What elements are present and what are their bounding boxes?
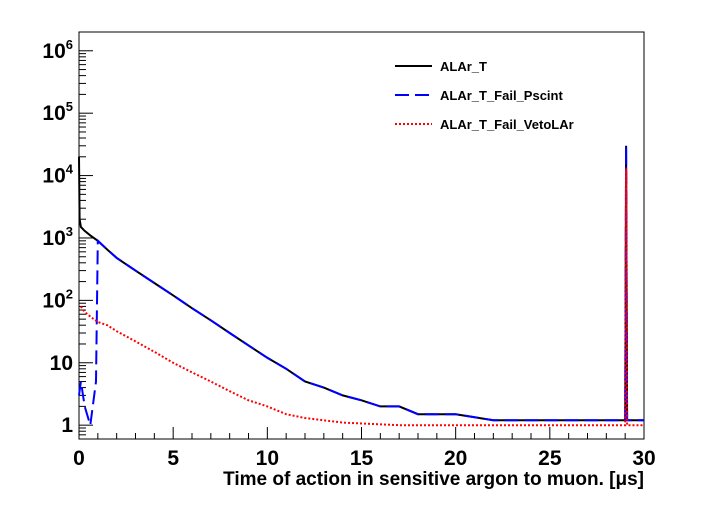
y-tick-label: 104 [42,162,73,188]
y-tick-label: 103 [42,224,73,250]
series-line-2 [78,145,644,426]
tick-labels: 0 5 10 15 20 25 30 1 10 102 103 104 105 106 [42,37,655,470]
x-tick-label: 25 [538,447,562,470]
x-tick-label: 10 [256,447,279,470]
y-tick-label: 105 [42,99,73,125]
series-layer [78,145,644,427]
series-line-3 [80,168,644,427]
x-tick-label: 0 [73,447,85,470]
x-tick-label: 15 [350,447,374,470]
x-axis-title: Time of action in sensitive argon to muo… [223,469,644,490]
y-tick-label: 1 [61,414,73,437]
y-tick-label: 10 [50,352,73,375]
x-tick-label: 20 [444,447,467,470]
legend-label: ALAr_T_Fail_Pscint [440,88,563,103]
legend: ALAr_T ALAr_T_Fail_Pscint ALAr_T_Fail_Veto… [395,59,574,132]
y-tick-label: 102 [42,286,73,312]
legend-label: ALAr_T_Fail_VetoLAr [440,117,574,132]
y-tick-label: 106 [42,37,73,63]
x-tick-label: 5 [167,447,179,470]
series-line-1 [78,145,644,422]
legend-label: ALAr_T [440,59,487,74]
x-tick-label: 30 [632,447,655,470]
